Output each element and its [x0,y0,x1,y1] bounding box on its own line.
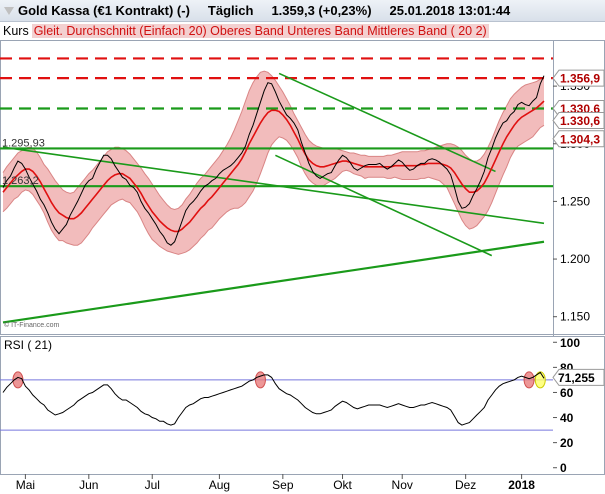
rsi-line [2,371,545,426]
rsi-highlight-1 [254,371,266,389]
badge-level-2: 1.330,6 [552,111,605,129]
rsi-tick-label-1: 20 [560,436,574,450]
x-tick-label-2: Jul [145,478,160,492]
level-label-resistance: 1.295,93 [2,137,45,149]
rsi-highlight-0 [12,371,24,389]
x-tick-label-0: Mai [16,478,35,492]
interval-label[interactable]: Täglich [207,3,254,18]
trendline-0 [2,146,545,225]
trendline-3 [275,154,493,257]
badge-current-price-text: 1.356,9 [560,72,600,86]
badge-current-price: 1.356,9 [552,69,605,87]
trendline-2 [278,72,496,173]
x-tick-label-4: Sep [272,478,294,492]
legend-bollinger: Gleit. Durchschnitt (Einfach 20) Oberes … [31,23,489,38]
x-tick-label-6: Nov [392,478,413,492]
badge-level-3-text: 1.304,3 [560,132,600,146]
price-tick-label-1: 1.200 [560,252,590,266]
badge-rsi-shape [552,368,605,386]
x-tick-label-8: 2018 [508,478,535,492]
rsi-highlight-2 [523,371,535,389]
price-line [2,75,545,246]
price-chart-svg: 1.295,931.263,21.1501.2001.2501.3001.350… [0,40,605,492]
legend-price: Kurs [3,23,29,38]
badge-level-3-shape [552,130,605,148]
price-panel: 1.295,931.263,21.1501.2001.2501.3001.350… [0,40,605,474]
badge-rsi-value: 71,255 [552,368,605,386]
bollinger-band-area [3,71,544,255]
x-tick-label-7: Dez [455,478,476,492]
price-tick-label-2: 1.250 [560,194,590,208]
badge-current-price-shape [552,69,605,87]
middle-band-line [2,100,545,233]
x-tick-label-5: Okt [333,478,352,492]
trendline-1 [2,240,545,324]
rsi-panel-frame [0,336,605,475]
last-price: 1.359,3 (+0,23%) [271,3,372,18]
badge-rsi-text: 71,255 [558,371,595,385]
badge-level-2-text: 1.330,6 [560,114,600,128]
instrument-title[interactable]: Gold Kassa (€1 Kontrakt) (-) [4,3,190,18]
price-tick-label-0: 1.150 [560,310,590,324]
x-axis: Mai Jun Jul Aug Sep Okt Nov Dez 2018 [16,474,535,492]
chart-header: Gold Kassa (€1 Kontrakt) (-) Täglich 1.3… [0,0,605,22]
dropdown-arrow-icon[interactable] [4,7,14,15]
badge-level-2-shape [552,111,605,129]
rsi-tick-label-3: 60 [560,386,574,400]
rsi-title: RSI ( 21) [4,338,52,352]
level-label-support: 1.263,2 [2,175,39,187]
rsi-tick-label-2: 40 [560,411,574,425]
lower-band-line [2,124,545,255]
timestamp: 25.01.2018 13:01:44 [389,3,511,18]
x-tick-label-3: Aug [209,478,230,492]
rsi-tick-label-0: 0 [560,461,567,475]
indicator-legend: Kurs Gleit. Durchschnitt (Einfach 20) Ob… [0,22,489,39]
instrument-name: Gold Kassa (€1 Kontrakt) (-) [18,3,190,18]
x-tick-label-1: Jun [79,478,98,492]
watermark: © IT-Finance.com [4,321,60,329]
badge-level-3: 1.304,3 [552,130,605,148]
rsi-tick-label-5: 100 [560,336,580,350]
